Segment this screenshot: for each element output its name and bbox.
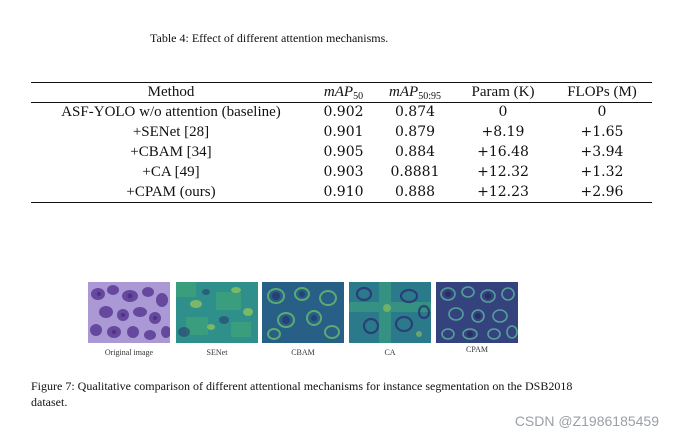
cell-map5095: 0.888 <box>394 184 436 200</box>
cell-method: +CPAM (ours) <box>126 184 216 200</box>
cell-map50: 0.910 <box>323 184 364 200</box>
cell-method: +CBAM [34] <box>130 144 212 160</box>
cell-map50: 0.903 <box>323 164 364 180</box>
cell-map5095: 0.879 <box>394 124 436 140</box>
senet-heatmap-panel <box>176 282 258 343</box>
cell-method: +SENet [28] <box>132 124 210 140</box>
cell-flops: +3.94 <box>580 144 624 160</box>
cell-map50: 0.901 <box>323 124 364 140</box>
cpam-heatmap <box>436 282 518 343</box>
cell-map5095: 0.874 <box>394 104 436 120</box>
table-header-rule <box>31 102 652 103</box>
cbam-heatmap <box>262 282 344 343</box>
watermark: CSDN @Z1986185459 <box>514 413 659 429</box>
cell-nuclei-image <box>88 282 170 343</box>
cell-flops: 0 <box>597 104 607 120</box>
cell-flops: +2.96 <box>580 184 624 200</box>
cell-map50: 0.905 <box>323 144 364 160</box>
header-map50: mAP50 <box>311 83 376 106</box>
header-param: Param (K) <box>471 84 535 100</box>
ca-heatmap <box>349 282 431 343</box>
panel-label-original: Original image <box>104 348 154 357</box>
original-image-panel <box>88 282 170 343</box>
panel-label-cpam: CPAM <box>466 345 488 354</box>
table-bottom-rule <box>31 202 652 204</box>
cell-param: +12.32 <box>477 164 529 180</box>
cell-param: +8.19 <box>481 124 525 140</box>
table-caption: Table 4: Effect of different attention m… <box>150 31 389 45</box>
cpam-heatmap-panel <box>436 282 518 343</box>
cell-map50: 0.902 <box>323 104 364 120</box>
panel-label-senet: SENet <box>206 348 228 357</box>
header-method: Method <box>147 84 195 100</box>
table-top-rule <box>31 82 652 84</box>
senet-heatmap <box>176 282 258 343</box>
cell-param: 0 <box>498 104 508 120</box>
header-map5095-sub: 50:95 <box>418 91 441 102</box>
cell-flops: +1.65 <box>580 124 624 140</box>
header-map50-sub: 50 <box>353 91 364 102</box>
ca-heatmap-panel <box>349 282 431 343</box>
header-map5095: mAP50:95 <box>376 83 454 106</box>
cell-map5095: 0.884 <box>394 144 436 160</box>
cbam-heatmap-panel <box>262 282 344 343</box>
cell-method: ASF-YOLO w/o attention (baseline) <box>61 104 281 120</box>
panel-label-ca: CA <box>384 348 396 357</box>
cell-param: +12.23 <box>477 184 529 200</box>
header-map50-main: mAP <box>323 84 354 100</box>
panel-label-cbam: CBAM <box>291 348 315 357</box>
figure-caption: Figure 7: Qualitative comparison of diff… <box>31 379 573 409</box>
cell-flops: +1.32 <box>580 164 624 180</box>
header-map5095-main: mAP <box>389 84 419 100</box>
cell-method: +CA [49] <box>142 164 200 180</box>
cell-param: +16.48 <box>477 144 529 160</box>
header-flops: FLOPs (M) <box>567 84 637 100</box>
cell-map5095: 0.8881 <box>390 164 440 180</box>
